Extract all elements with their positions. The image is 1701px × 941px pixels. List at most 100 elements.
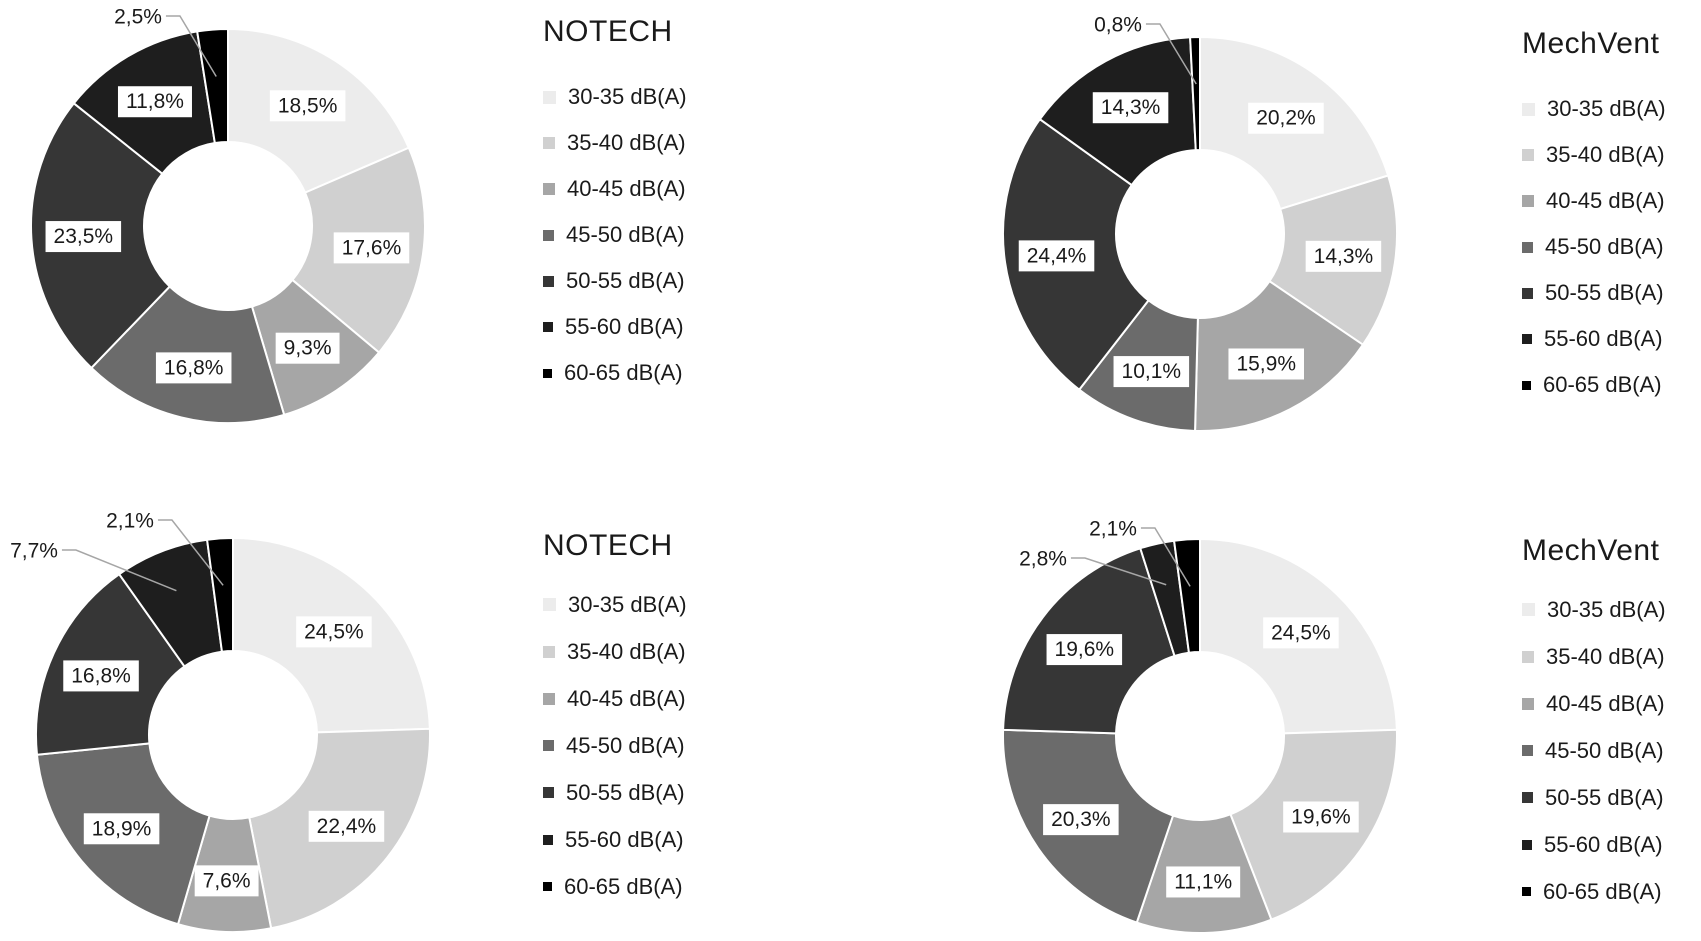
legend-swatch bbox=[1522, 697, 1534, 710]
legend-swatch bbox=[1522, 792, 1533, 803]
legend-item: 30-35 dB(A) bbox=[1522, 586, 1666, 633]
donut-chart-top-left-notech: 18,5% 17,6% 9,3% 16,8% 23,5% 11,8% 2,5% bbox=[30, 6, 426, 424]
slice-label-text: 22,4% bbox=[317, 815, 377, 838]
legend-swatch bbox=[543, 137, 555, 149]
chart-panel-bottom-left: 24,5% 22,4% 7,6% 18,9% 16,8% 7,7% 2,1% NOTECH … bbox=[0, 470, 850, 940]
label-leader-line bbox=[165, 15, 217, 77]
legend-item: 30-35 dB(A) bbox=[543, 74, 687, 120]
slice-label-box bbox=[1283, 801, 1359, 833]
legend-item: 55-60 dB(A) bbox=[543, 304, 687, 350]
slice-label: 14,3% bbox=[1305, 240, 1382, 272]
slice-label-box bbox=[269, 90, 346, 122]
legend-swatch bbox=[543, 645, 555, 658]
slice-label: 20,2% bbox=[1248, 102, 1324, 134]
legend-swatch bbox=[1522, 650, 1534, 663]
chart-panel-bottom-right: 24,5% 19,6% 11,1% 20,3% 19,6% 2,8% 2,1% MechVe… bbox=[851, 471, 1701, 941]
legend-swatch bbox=[543, 90, 556, 104]
slice-label-text: 18,5% bbox=[278, 94, 338, 117]
slice-label: 11,8% bbox=[117, 86, 192, 118]
slice-label-text: 11,1% bbox=[1174, 870, 1232, 893]
slice-label-text: 23,5% bbox=[54, 225, 114, 248]
legend-item-label: 60-65 dB(A) bbox=[564, 360, 683, 385]
legend-swatch bbox=[1522, 603, 1535, 616]
legend-item-label: 40-45 dB(A) bbox=[567, 685, 686, 711]
slice-label: 23,5% bbox=[45, 221, 122, 253]
slice-label-text: 11,8% bbox=[126, 90, 184, 113]
legend-item-label: 60-65 dB(A) bbox=[1543, 372, 1662, 397]
legend-item-label: 45-50 dB(A) bbox=[566, 732, 685, 758]
legend-item: 30-35 dB(A) bbox=[1522, 86, 1666, 132]
legend-swatch bbox=[1522, 102, 1535, 116]
legend-swatch bbox=[1522, 195, 1534, 207]
donut-chart-bottom-left-notech: 24,5% 22,4% 7,6% 18,9% 16,8% 7,7% 2,1% bbox=[10, 510, 431, 933]
slice-label-text: 14,3% bbox=[1101, 96, 1161, 119]
slice-label-outside: 7,7% bbox=[10, 540, 58, 563]
legend-item-label: 40-45 dB(A) bbox=[1546, 690, 1665, 716]
slice-label-box bbox=[1018, 240, 1095, 272]
legend-title: NOTECH bbox=[543, 15, 673, 48]
slice-label-box bbox=[1092, 92, 1169, 124]
label-leader-line bbox=[1145, 23, 1197, 85]
slice-label-text: 19,6% bbox=[1291, 805, 1351, 828]
legend-swatch bbox=[543, 598, 556, 611]
legend-item: 50-55 dB(A) bbox=[1522, 774, 1666, 821]
slice-label-box bbox=[1113, 356, 1190, 388]
slice-label-outside: 2,1% bbox=[106, 510, 154, 533]
slice-label-outside: 2,8% bbox=[1019, 548, 1067, 571]
legend-item: 30-35 dB(A) bbox=[543, 581, 687, 628]
legend-item: 45-50 dB(A) bbox=[543, 212, 687, 258]
legend-item: 40-45 dB(A) bbox=[543, 675, 687, 722]
legend-item-label: 55-60 dB(A) bbox=[1544, 831, 1663, 857]
slice-label: 19,6% bbox=[1046, 634, 1123, 666]
label-leader-line bbox=[1140, 527, 1191, 587]
slice-label-box bbox=[194, 865, 259, 897]
legend-item-label: 35-40 dB(A) bbox=[1546, 643, 1665, 669]
legend-items: 30-35 dB(A) 35-40 dB(A) 40-45 dB(A) 45-50 d… bbox=[1522, 586, 1666, 915]
legend-swatch bbox=[1522, 334, 1532, 344]
legend-item: 60-65 dB(A) bbox=[543, 863, 687, 910]
slice-label-text: 15,9% bbox=[1236, 352, 1296, 375]
legend-swatch bbox=[1522, 745, 1533, 756]
legend-swatch bbox=[543, 229, 554, 241]
legend-item: 50-55 dB(A) bbox=[1522, 270, 1666, 316]
slice-label: 22,4% bbox=[308, 810, 385, 842]
slice-label-text: 20,3% bbox=[1051, 808, 1111, 831]
slice-label-text: 7,6% bbox=[203, 869, 251, 892]
slice-label-box bbox=[1305, 240, 1382, 272]
legend-item: 60-65 dB(A) bbox=[543, 350, 687, 396]
legend-item-label: 60-65 dB(A) bbox=[1543, 878, 1662, 904]
legend-item: 55-60 dB(A) bbox=[1522, 316, 1666, 362]
slice-label-text: 24,4% bbox=[1027, 244, 1087, 267]
legend-item-label: 55-60 dB(A) bbox=[565, 826, 684, 852]
legend-item-label: 50-55 dB(A) bbox=[566, 268, 685, 293]
slice-label-box bbox=[117, 86, 192, 118]
chart-legend: MechVent 30-35 dB(A) 35-40 dB(A) 40-45 dB(… bbox=[1522, 533, 1666, 915]
slice-label-text: 9,3% bbox=[284, 337, 332, 360]
legend-item-label: 40-45 dB(A) bbox=[567, 176, 686, 201]
label-leader-line bbox=[61, 549, 177, 592]
slice-label: 20,3% bbox=[1043, 804, 1119, 836]
slice-label-box bbox=[63, 660, 139, 692]
legend-swatch bbox=[543, 787, 554, 798]
legend-swatch bbox=[543, 322, 553, 332]
chart-legend: NOTECH 30-35 dB(A) 35-40 dB(A) 40-45 dB(A)… bbox=[543, 14, 687, 396]
legend-item-label: 30-35 dB(A) bbox=[568, 84, 687, 109]
slice-label: 17,6% bbox=[333, 232, 410, 264]
legend-item-label: 30-35 dB(A) bbox=[1547, 96, 1666, 121]
legend-swatch bbox=[543, 740, 554, 751]
slice-label-text: 10,1% bbox=[1122, 360, 1182, 383]
slice-label-box bbox=[1263, 617, 1339, 649]
legend-item-label: 50-55 dB(A) bbox=[1545, 784, 1664, 810]
legend-items: 30-35 dB(A) 35-40 dB(A) 40-45 dB(A) 45-50 d… bbox=[1522, 86, 1666, 408]
legend-item: 50-55 dB(A) bbox=[543, 258, 687, 304]
legend-item-label: 45-50 dB(A) bbox=[566, 222, 685, 247]
label-leader-line bbox=[1070, 557, 1167, 586]
slice-label: 9,3% bbox=[275, 332, 340, 364]
label-leader-line bbox=[157, 519, 224, 586]
slice-label: 24,5% bbox=[1263, 617, 1339, 649]
slice-label-outside: 0,8% bbox=[1094, 14, 1142, 37]
legend-item-label: 40-45 dB(A) bbox=[1546, 188, 1665, 213]
legend-swatch bbox=[543, 882, 552, 891]
slice-label: 18,9% bbox=[83, 813, 160, 845]
slice-label-box bbox=[296, 616, 372, 648]
